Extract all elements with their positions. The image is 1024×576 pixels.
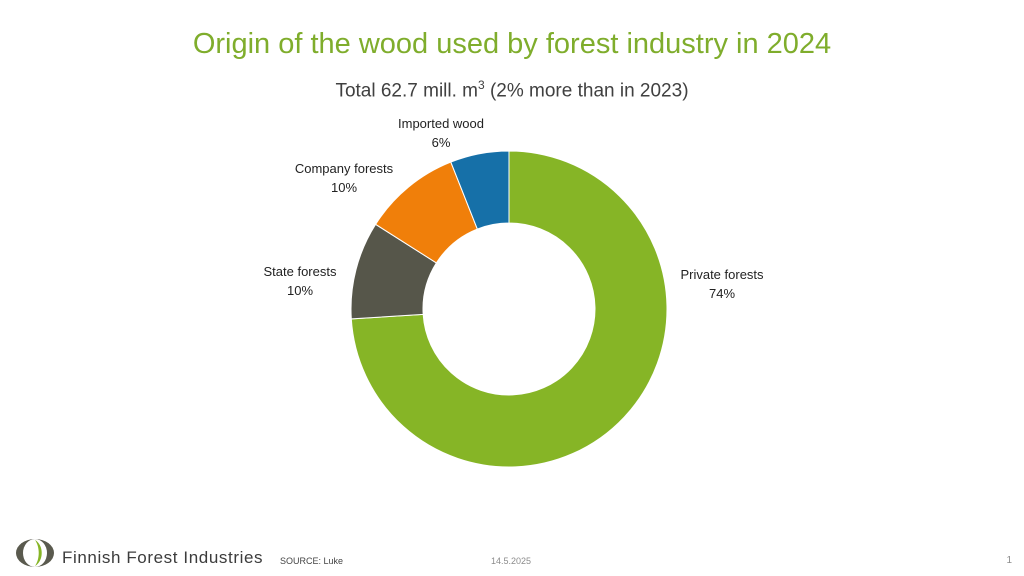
slice-label-company-forests: Company forests 10%: [295, 161, 394, 195]
brand-name: Finnish Forest Industries: [62, 548, 264, 567]
slice-labels: Private forests 74% State forests 10% Compan…: [264, 116, 765, 301]
leaf-logo-icon: [16, 539, 54, 567]
subtitle-suffix: (2% more than in 2023): [484, 80, 689, 102]
slice-private-forests: [350, 150, 668, 468]
slide-date: 14.5.2025: [491, 556, 532, 566]
slice-imported-wood: [450, 150, 510, 230]
slice-label-private-forests: Private forests 74%: [680, 267, 764, 301]
subtitle-prefix: Total 62.7 mill. m: [335, 80, 478, 102]
chart-subtitle: Total 62.7 mill. m3 (2% more than in 202…: [0, 78, 1024, 102]
subtitle-superscript: 3: [478, 78, 485, 92]
slice-label-imported-wood: Imported wood 6%: [398, 116, 484, 150]
slice-label-state-forests: State forests 10%: [264, 264, 337, 298]
donut-slices: [350, 150, 668, 468]
page-number: 1: [1006, 555, 1012, 566]
source-note: SOURCE: Luke: [280, 556, 344, 566]
chart-title: Origin of the wood used by forest indust…: [192, 28, 832, 60]
